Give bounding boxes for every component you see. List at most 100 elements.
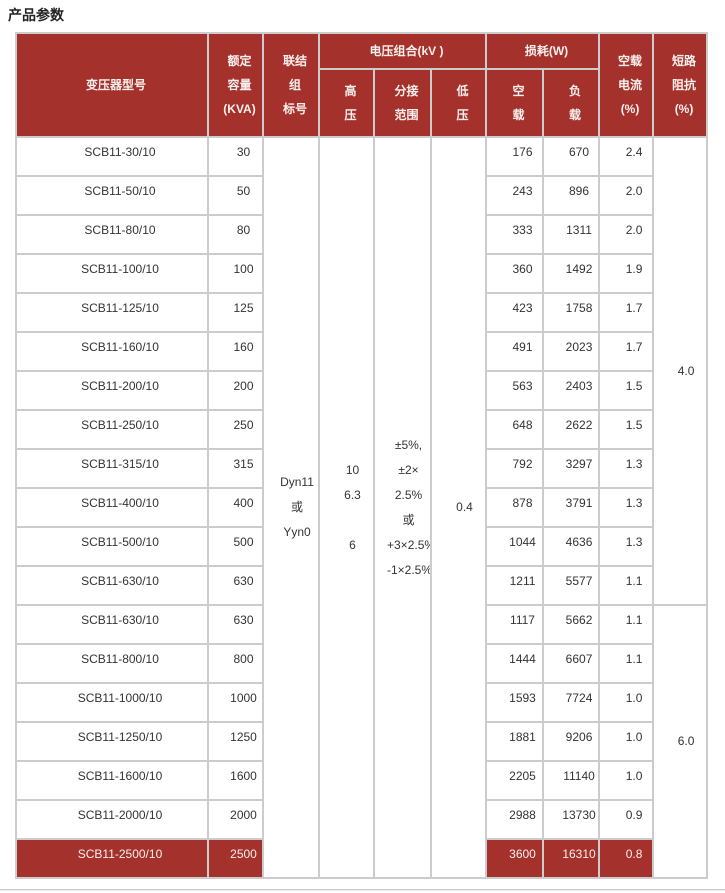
cell-no-load-loss: 2205 — [485, 760, 545, 801]
cell-no-load-current: 1.5 — [598, 409, 655, 450]
cell-no-load-current: 1.3 — [598, 526, 655, 567]
cell-load-loss: 1758 — [542, 292, 601, 333]
cell-no-load-current: 1.0 — [598, 760, 655, 801]
cell-capacity: 50 — [207, 175, 264, 216]
table-row: SCB11-100/10 100 360 1492 1.9 — [15, 253, 707, 294]
cell-model: SCB11-125/10 — [15, 292, 209, 333]
cell-no-load-current: 1.1 — [598, 604, 655, 645]
product-parameters-table: 变压器型号 额定 容量 (KVA) 联结 组 标号 电压组合(kV ) 损耗(W… — [15, 32, 709, 879]
cell-load-loss: 2403 — [542, 370, 601, 411]
cell-load-loss: 6607 — [542, 643, 601, 684]
cell-model: SCB11-30/10 — [15, 136, 209, 177]
table-row: SCB11-200/10 200 563 2403 1.5 — [15, 370, 707, 411]
cell-no-load-current: 0.9 — [598, 799, 655, 840]
cell-no-load-loss: 3600 — [485, 838, 545, 879]
header-lv: 低 压 — [429, 68, 488, 138]
cell-no-load-loss: 2988 — [485, 799, 545, 840]
cell-capacity: 250 — [207, 409, 264, 450]
cell-capacity: 2000 — [207, 799, 264, 840]
cell-no-load-loss: 333 — [485, 214, 545, 255]
cell-no-load-loss: 648 — [485, 409, 545, 450]
cell-load-loss: 2622 — [542, 409, 601, 450]
header-loss-group: 损耗(W) — [485, 32, 601, 70]
cell-capacity: 1250 — [207, 721, 264, 762]
cell-no-load-current: 1.7 — [598, 292, 655, 333]
table-row: SCB11-30/10 30 Dyn11 或 Yyn0 10 6.3 6 ±5%, ±2… — [15, 136, 709, 879]
cell-model: SCB11-2000/10 — [15, 799, 209, 840]
cell-capacity: 200 — [207, 370, 264, 411]
table-row: SCB11-250/10 250 648 2622 1.5 — [15, 409, 707, 450]
cell-model: SCB11-1250/10 — [15, 721, 209, 762]
cell-tap-range: ±5%, ±2× 2.5% 或 +3×2.5% -1×2.5% — [373, 136, 432, 879]
cell-no-load-loss: 243 — [485, 175, 545, 216]
header-capacity: 额定 容量 (KVA) — [207, 32, 264, 138]
table-row: SCB11-160/10 160 491 2023 1.7 — [15, 331, 707, 372]
cell-model: SCB11-500/10 — [15, 526, 209, 567]
cell-no-load-current: 1.3 — [598, 448, 655, 489]
cell-load-loss: 670 — [542, 136, 601, 177]
table-row: SCB11-800/10 800 1444 6607 1.1 — [15, 643, 707, 684]
cell-load-loss: 5577 — [542, 565, 601, 606]
header-voltage-group: 电压组合(kV ) — [317, 32, 488, 70]
cell-no-load-current: 1.1 — [598, 643, 655, 684]
cell-load-loss: 3791 — [542, 487, 601, 528]
cell-no-load-loss: 491 — [485, 331, 545, 372]
cell-load-loss: 1492 — [542, 253, 601, 294]
cell-capacity: 1000 — [207, 682, 264, 723]
table-row: SCB11-50/10 50 243 896 2.0 — [15, 175, 707, 216]
cell-model: SCB11-200/10 — [15, 370, 209, 411]
cell-no-load-loss: 1211 — [485, 565, 545, 606]
table-row: SCB11-2000/10 2000 2988 13730 0.9 — [15, 799, 707, 840]
table-header: 变压器型号 额定 容量 (KVA) 联结 组 标号 电压组合(kV ) 损耗(W… — [15, 32, 709, 138]
table-row: SCB11-400/10 400 878 3791 1.3 — [15, 487, 707, 528]
table-row: SCB11-630/10 630 1211 5577 1.1 — [15, 565, 707, 606]
cell-impedance: 6.0 — [652, 604, 709, 879]
cell-load-loss: 4636 — [542, 526, 601, 567]
cell-impedance: 4.0 — [652, 136, 709, 606]
cell-no-load-current: 1.0 — [598, 721, 655, 762]
cell-no-load-loss: 423 — [485, 292, 545, 333]
header-hv: 高 压 — [318, 68, 375, 138]
page-title: 产品参数 — [8, 7, 64, 23]
cell-capacity: 630 — [207, 604, 264, 645]
header-row-group: 变压器型号 额定 容量 (KVA) 联结 组 标号 电压组合(kV ) 损耗(W… — [15, 32, 709, 138]
cell-no-load-loss: 1881 — [485, 721, 545, 762]
cell-no-load-loss: 360 — [485, 253, 545, 294]
cell-capacity: 100 — [207, 253, 264, 294]
cell-hv: 10 6.3 6 — [318, 136, 375, 879]
cell-load-loss: 11140 — [542, 760, 601, 801]
cell-lv: 0.4 — [429, 136, 488, 879]
cell-model: SCB11-400/10 — [15, 487, 209, 528]
table-row: SCB11-500/10 500 1044 4636 1.3 — [15, 526, 707, 567]
cell-capacity: 160 — [207, 331, 264, 372]
header-no-load-loss: 空 载 — [485, 68, 545, 138]
cell-capacity: 80 — [207, 214, 264, 255]
table-row: SCB11-2500/10 2500 3600 16310 0.8 — [15, 838, 707, 879]
cell-no-load-loss: 1444 — [485, 643, 545, 684]
cell-no-load-current: 1.0 — [598, 682, 655, 723]
cell-capacity: 400 — [207, 487, 264, 528]
header-load-loss: 负 载 — [542, 68, 601, 138]
cell-load-loss: 16310 — [542, 838, 601, 879]
cell-capacity: 800 — [207, 643, 264, 684]
cell-connection: Dyn11 或 Yyn0 — [262, 136, 320, 879]
cell-load-loss: 896 — [542, 175, 601, 216]
cell-capacity: 500 — [207, 526, 264, 567]
header-impedance: 短路 阻抗 (%) — [652, 32, 709, 138]
table-row: SCB11-315/10 315 792 3297 1.3 — [15, 448, 707, 489]
header-no-load-current: 空载 电流 (%) — [598, 32, 655, 138]
cell-load-loss: 3297 — [542, 448, 601, 489]
cell-capacity: 30 — [207, 136, 264, 177]
header-connection: 联结 组 标号 — [262, 32, 320, 138]
cell-load-loss: 1311 — [542, 214, 601, 255]
table-body: SCB11-30/10 30 Dyn11 或 Yyn0 10 6.3 6 ±5%, ±2… — [15, 136, 709, 879]
cell-no-load-current: 1.3 — [598, 487, 655, 528]
cell-model: SCB11-1600/10 — [15, 760, 209, 801]
cell-no-load-loss: 792 — [485, 448, 545, 489]
table-row: SCB11-1600/10 1600 2205 11140 1.0 — [15, 760, 707, 801]
cell-no-load-loss: 1117 — [485, 604, 545, 645]
cell-model: SCB11-160/10 — [15, 331, 209, 372]
cell-load-loss: 9206 — [542, 721, 601, 762]
cell-no-load-current: 1.5 — [598, 370, 655, 411]
cell-model: SCB11-80/10 — [15, 214, 209, 255]
